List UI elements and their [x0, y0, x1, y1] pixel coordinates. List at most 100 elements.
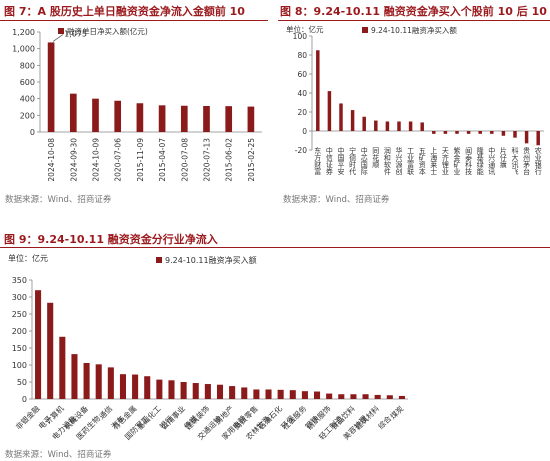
x-category-label: 华兴源创	[396, 146, 403, 176]
fig7-title: 图 7：A 股历史上单日融资资金净流入金额前 10	[4, 5, 245, 18]
bar	[432, 131, 436, 134]
bar	[265, 389, 272, 399]
x-category-label: 2020-07-08	[180, 138, 189, 182]
y-tick-label: -20	[295, 146, 307, 155]
bar	[374, 394, 381, 399]
y-tick-label: 20	[297, 108, 307, 117]
bar	[326, 393, 333, 399]
bar	[216, 384, 224, 399]
bar	[229, 386, 236, 399]
x-category-label: 2015-11-09	[136, 138, 145, 182]
x-category-label: 2015-06-02	[225, 138, 234, 182]
legend-swatch	[362, 27, 368, 33]
x-category-label: 2015-02-25	[247, 138, 256, 182]
x-category-label: 非银金融	[13, 403, 42, 432]
fig8-title-rule	[278, 20, 550, 21]
y-tick-label: 40	[297, 89, 307, 98]
x-category-label: 2020-07-13	[203, 138, 212, 182]
x-category-label: 隆基绿能	[477, 146, 484, 176]
x-category-label: 上海莱士	[430, 146, 437, 176]
y-tick-label: 80	[297, 51, 307, 60]
legend-swatch	[156, 257, 162, 263]
legend-label: 9.24-10.11融资净买入额	[165, 255, 257, 265]
bar	[443, 131, 448, 134]
bar	[338, 394, 345, 399]
bar	[420, 122, 424, 131]
bar	[225, 106, 233, 132]
bar	[513, 131, 517, 138]
bar	[536, 131, 540, 146]
y-tick-label: 150	[12, 344, 27, 353]
bar	[247, 106, 255, 132]
x-category-label: 紫金矿业	[454, 147, 461, 176]
x-category-label: 2015-04-07	[158, 138, 167, 182]
y-tick-label: 0	[22, 395, 27, 404]
bar	[119, 374, 126, 399]
unit-label: 单位：亿元	[286, 24, 324, 34]
bar	[144, 376, 151, 399]
y-tick-label: 250	[12, 310, 27, 319]
legend-label: 融资单日净买入额(亿元)	[67, 26, 148, 36]
fig7-title-rule	[0, 20, 268, 21]
bar	[180, 105, 188, 132]
bar	[362, 394, 369, 399]
x-category-label: 闻泰科技	[465, 146, 472, 176]
bar	[277, 389, 284, 399]
unit-label: 单位：亿元	[8, 253, 48, 263]
bar	[490, 131, 494, 134]
y-tick-label: 1,200	[12, 28, 35, 37]
bar	[204, 384, 211, 399]
bar	[203, 106, 210, 132]
y-tick-label: 300	[12, 293, 27, 302]
bar	[374, 120, 378, 131]
y-tick-label: 0	[30, 128, 35, 137]
bar	[385, 121, 390, 131]
annotation-leader	[52, 34, 64, 42]
x-category-label: 中信证券	[326, 146, 333, 176]
x-category-label: 中兴通讯	[488, 146, 495, 176]
bar	[114, 100, 122, 132]
x-category-label: 基础化工	[134, 403, 163, 432]
bar	[466, 131, 471, 134]
bar	[316, 50, 320, 131]
x-category-label: 东方财富	[314, 146, 321, 176]
y-tick-label: 0	[302, 127, 307, 136]
x-category-label: 建筑材料	[353, 403, 382, 432]
bar	[107, 367, 114, 399]
x-category-label: 中国平安	[338, 146, 345, 176]
bar	[180, 382, 187, 399]
x-category-label: 贵州茅台	[523, 146, 530, 176]
bar	[301, 391, 308, 399]
x-category-label: 农业银行	[535, 146, 542, 176]
x-category-label: 公用事业	[159, 403, 188, 432]
bar	[253, 389, 260, 399]
bar	[327, 91, 332, 131]
bar	[289, 390, 296, 399]
x-category-label: 科大讯飞	[512, 146, 519, 176]
y-tick-label: 100	[12, 361, 27, 370]
fig8-chart: -20 0 20 40 60 80 100 东方财富中信证券中国平安宁德时代中芯国际同花顺润和…	[286, 24, 544, 176]
bar	[192, 383, 199, 399]
x-category-label: 2024-10-09	[92, 138, 101, 182]
y-tick-label: 1,000	[12, 45, 35, 54]
bar	[132, 374, 139, 399]
y-tick-label: 800	[20, 61, 35, 70]
bar	[156, 379, 163, 399]
y-tick-label: 60	[297, 70, 307, 79]
bar	[397, 121, 401, 131]
fig8-source: 数据来源：Wind、招商证券	[283, 195, 390, 205]
y-tick-label: 200	[12, 327, 27, 336]
y-tick-label: 350	[12, 276, 27, 285]
y-tick-label: 400	[20, 95, 35, 104]
fig9-title-rule	[0, 247, 550, 248]
bar	[136, 103, 144, 132]
x-category-label: 社会服务	[280, 403, 309, 432]
bar	[350, 394, 357, 399]
bar	[47, 302, 54, 399]
bar	[362, 116, 366, 131]
bar	[408, 121, 413, 131]
bar	[71, 354, 78, 399]
fig8-title: 图 8：9.24-10.11 融资资金净买入个股前 10 后 10	[280, 5, 547, 18]
x-category-label: 2020-07-06	[114, 138, 123, 182]
